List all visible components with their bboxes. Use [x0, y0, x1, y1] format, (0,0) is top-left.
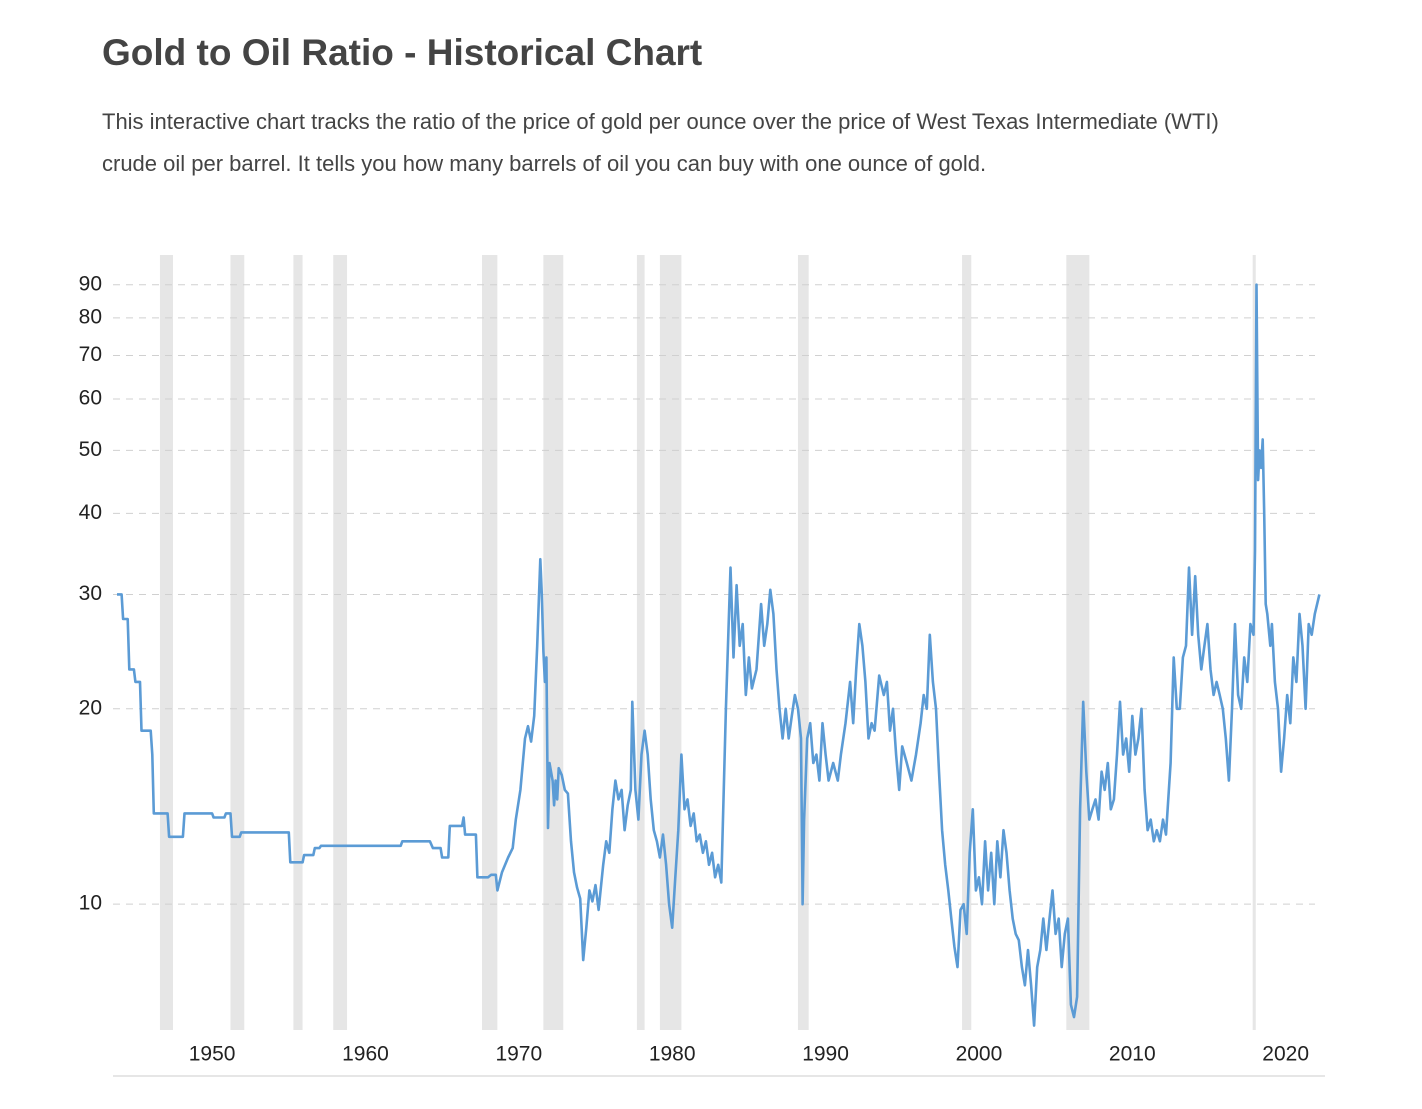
recession-band [159, 255, 173, 1030]
y-tick-label: 70 [79, 343, 102, 366]
recession-band [543, 255, 564, 1030]
recession-band [1066, 255, 1090, 1030]
y-tick-label: 60 [79, 387, 102, 410]
recession-band [636, 255, 645, 1030]
x-tick-label: 1980 [649, 1043, 696, 1066]
y-tick-label: 10 [79, 892, 102, 915]
recession-band [333, 255, 348, 1030]
y-tick-label: 90 [79, 272, 102, 295]
x-tick-label: 1990 [802, 1043, 849, 1066]
x-tick-label: 1960 [342, 1043, 389, 1066]
x-tick-label: 1970 [495, 1043, 542, 1066]
y-tick-label: 30 [79, 582, 102, 605]
recession-band [230, 255, 245, 1030]
y-tick-label: 40 [79, 501, 102, 524]
chart-title: Gold to Oil Ratio - Historical Chart [102, 32, 702, 73]
y-tick-label: 50 [79, 438, 102, 461]
chart-subtitle: crude oil per barrel. It tells you how m… [102, 151, 986, 176]
x-tick-label: 2000 [956, 1043, 1003, 1066]
recession-band [659, 255, 682, 1030]
recession-band [293, 255, 303, 1030]
data-line [117, 283, 1321, 1027]
y-tick-label: 20 [79, 696, 102, 719]
recession-band [962, 255, 972, 1030]
recession-band [797, 255, 809, 1030]
y-tick-label: 80 [79, 305, 102, 328]
x-tick-label: 2020 [1262, 1043, 1309, 1066]
chart-subtitle: This interactive chart tracks the ratio … [102, 109, 1219, 134]
x-tick-label: 2010 [1109, 1043, 1156, 1066]
x-tick-label: 1950 [189, 1043, 236, 1066]
recession-band [482, 255, 498, 1030]
recession-band [1252, 255, 1256, 1030]
